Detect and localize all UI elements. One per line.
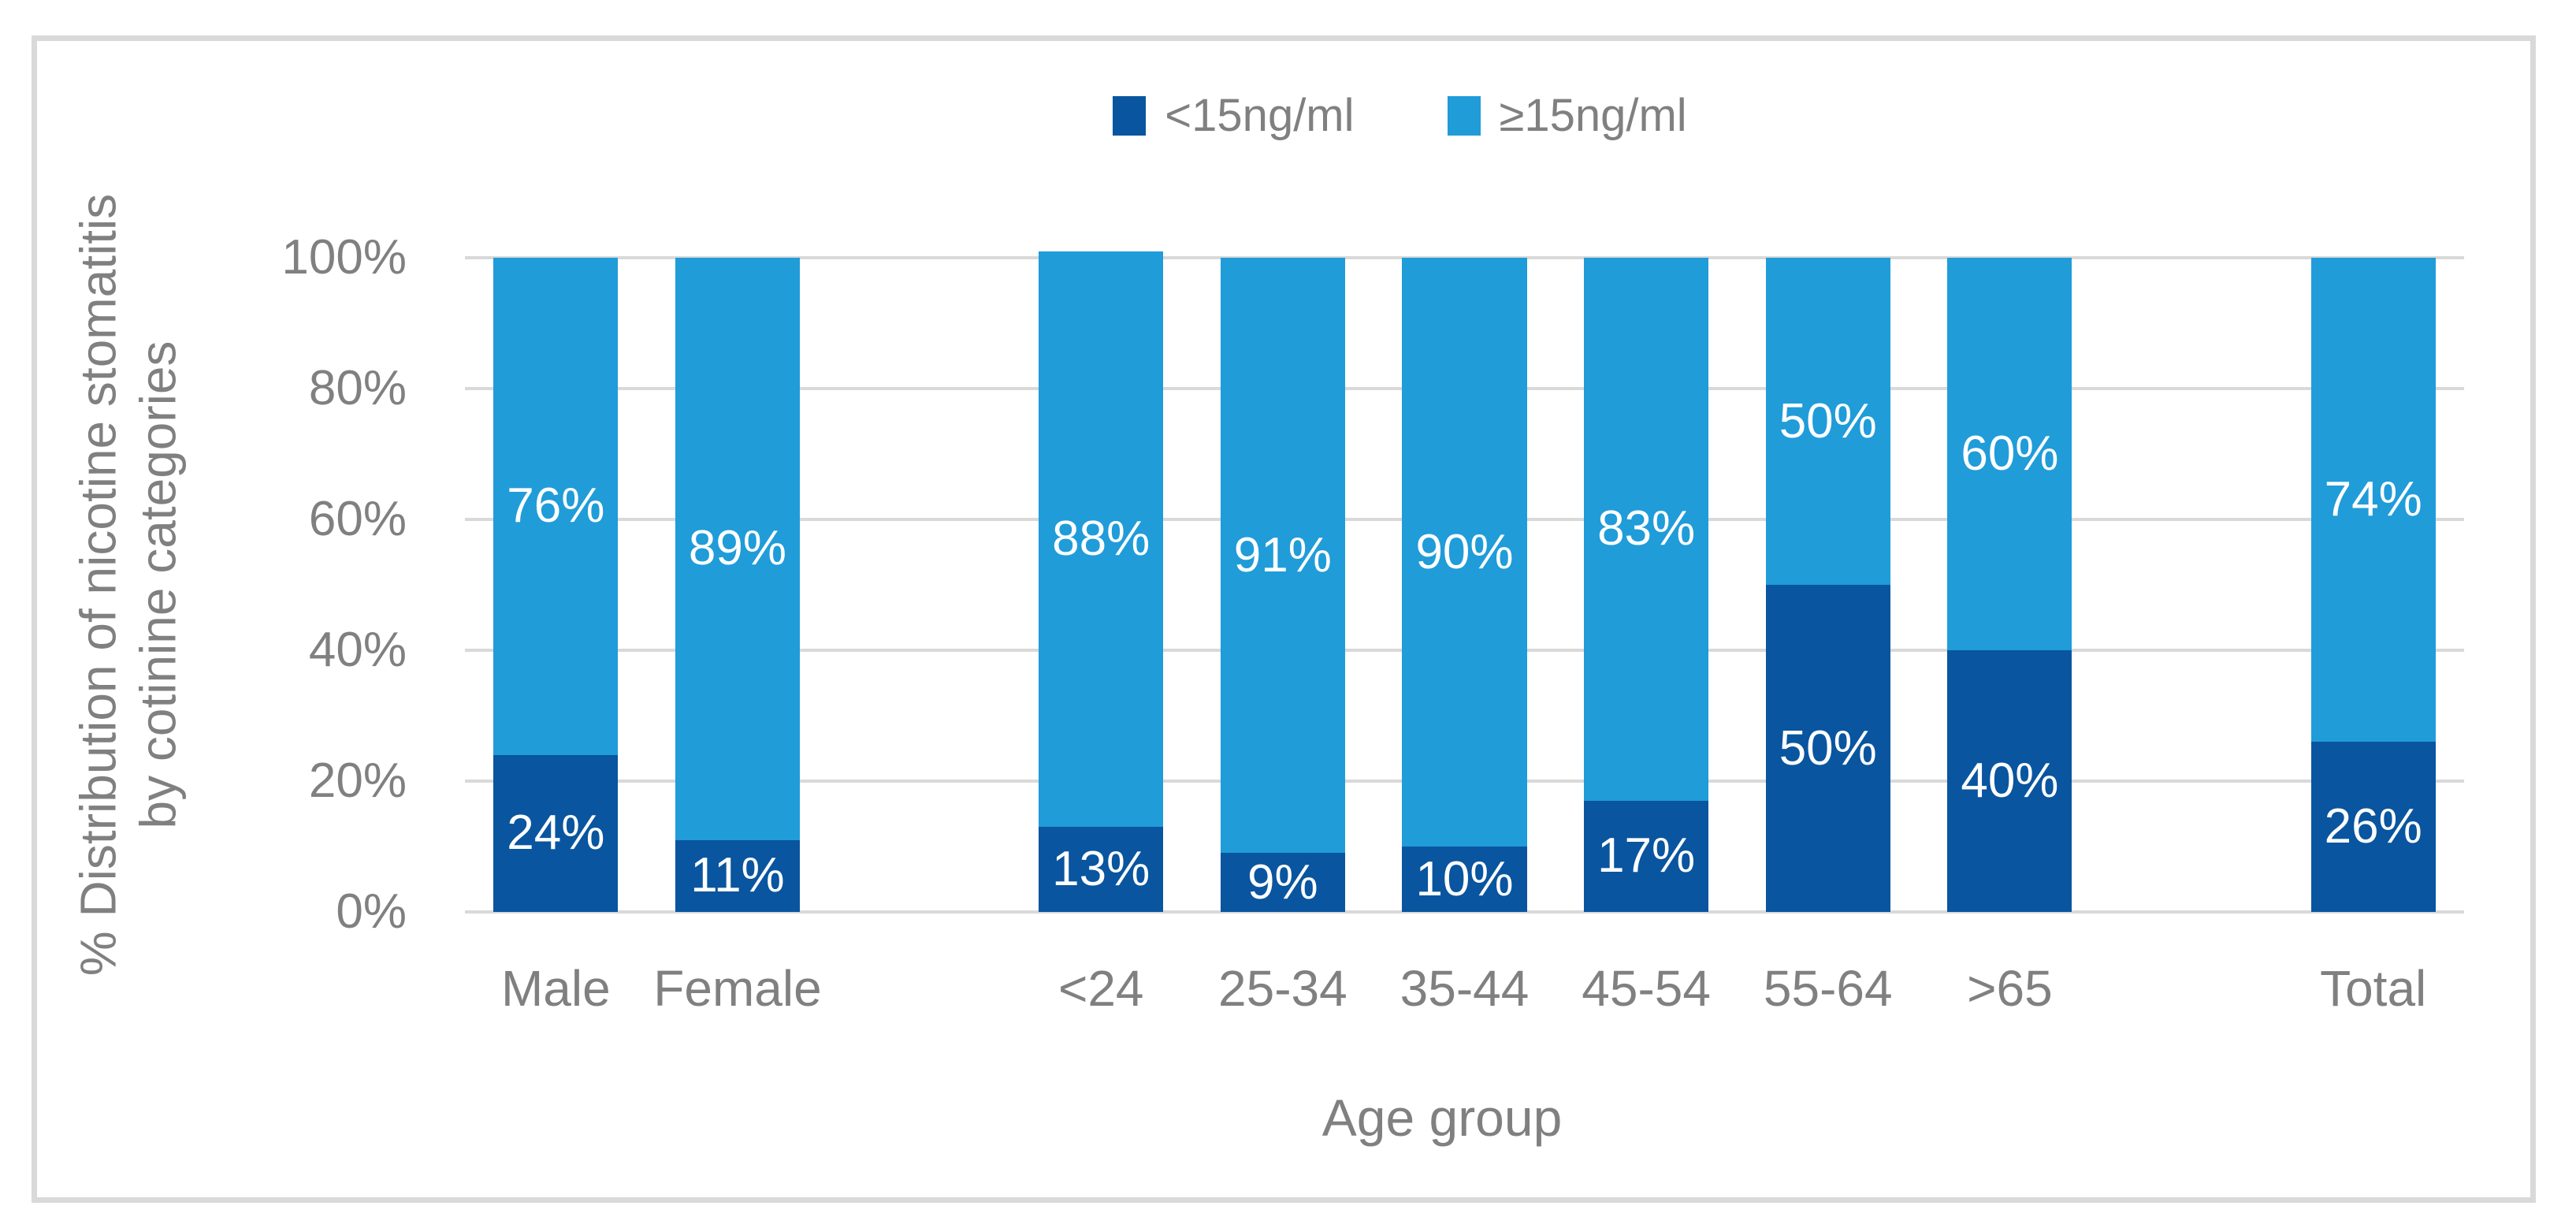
bar-segment: [1039, 827, 1164, 912]
bar-segment: [1402, 258, 1527, 847]
bar-Female: 11% 89%: [675, 258, 800, 912]
x-axis-category-label: >65: [1967, 960, 2053, 1017]
y-axis-tick-label: 80%: [308, 361, 407, 415]
x-axis-category-label: 35-44: [1400, 960, 1530, 1017]
value-label: 89%: [688, 521, 786, 576]
value-label: 50%: [1779, 720, 1877, 776]
bar-35-44: 10% 90%: [1402, 258, 1527, 912]
chart-border-frame: [32, 35, 2536, 1203]
value-label: 40%: [1961, 754, 2059, 808]
y-axis-tick-label: 0%: [336, 884, 407, 939]
value-label: 26%: [2324, 799, 2422, 854]
y-axis-tick-label: 100%: [281, 230, 407, 285]
y-axis-tick-label: 40%: [308, 623, 407, 677]
value-label: 17%: [1597, 828, 1696, 884]
bar-segment: [493, 258, 619, 755]
gridline: [465, 910, 2464, 914]
bar->65: 40% 60%: [1947, 258, 2072, 912]
x-axis-category-label: 45-54: [1582, 960, 1711, 1017]
bar-segment: [2310, 742, 2436, 912]
x-axis-category-label: 25-34: [1218, 960, 1347, 1017]
value-label: 10%: [1415, 851, 1514, 906]
bar-segment: [1402, 847, 1527, 912]
value-label: 13%: [1052, 842, 1150, 897]
legend-label: ≥15ng/ml: [1499, 90, 1687, 141]
y-axis-tick-label: 60%: [308, 492, 407, 546]
bar-segment: [493, 754, 619, 912]
y-axis-ticks: 0% 20% 40% 60% 80% 100%: [170, 233, 407, 936]
value-label: 88%: [1052, 511, 1150, 566]
bar-55-64: 50% 50%: [1765, 258, 1890, 912]
legend: <15ng/ml ≥15ng/ml: [112, 93, 2576, 139]
plot-area: 24% 76% 11% 89% 13% 88% 9% 91% 10% 90% 17% 83% 50% 50…: [465, 251, 2464, 914]
bar-<24: 13% 88%: [1039, 251, 1164, 912]
bar-segment: [1039, 251, 1164, 828]
bar-segment: [675, 258, 800, 840]
value-label: 50%: [1779, 393, 1877, 448]
value-label: 9%: [1247, 854, 1318, 910]
value-label: 91%: [1233, 527, 1332, 582]
bar-Total: 26% 74%: [2310, 258, 2436, 912]
value-label: 74%: [2324, 472, 2422, 527]
bar-segment: [1765, 258, 1890, 585]
bar-25-34: 9% 91%: [1220, 258, 1345, 912]
bar-segment: [1947, 258, 2072, 650]
legend-label: <15ng/ml: [1165, 90, 1355, 141]
legend-swatch-icon: [1447, 96, 1481, 136]
bar-segment: [1947, 650, 2072, 912]
value-label: 76%: [507, 478, 605, 534]
bar-segment: [1765, 585, 1890, 912]
bar-segment: [2310, 258, 2436, 742]
value-label: 90%: [1415, 524, 1514, 579]
value-label: 11%: [690, 848, 785, 903]
x-axis-category-label: 55-64: [1763, 960, 1893, 1017]
legend-swatch-icon: [1113, 96, 1147, 136]
x-axis-category-label: Female: [653, 960, 822, 1017]
x-axis-categories: Male Female <24 25-34 35-44 45-54 55-64 >65 Tota…: [465, 963, 2464, 1018]
bar-segment: [1584, 258, 1709, 801]
x-axis-category-label: Male: [500, 960, 611, 1017]
bar-segment: [1220, 853, 1345, 912]
y-axis-title-line1: % Distribution of nicotine stomatitis: [69, 193, 127, 977]
value-label: 24%: [507, 806, 605, 861]
bar-segment: [675, 839, 800, 912]
legend-item: ≥15ng/ml: [1447, 90, 1687, 141]
x-axis-category-label: <24: [1058, 960, 1144, 1017]
legend-item: <15ng/ml: [1113, 90, 1355, 141]
bar-45-54: 17% 83%: [1584, 258, 1709, 912]
bar-segment: [1220, 258, 1345, 854]
y-axis-tick-label: 20%: [308, 754, 407, 808]
bar-segment: [1584, 800, 1709, 912]
bar-Male: 24% 76%: [493, 258, 619, 912]
value-label: 60%: [1961, 426, 2059, 481]
x-axis-title: Age group: [1321, 1088, 1563, 1147]
x-axis-category-label: Total: [2320, 960, 2427, 1017]
value-label: 83%: [1597, 501, 1696, 556]
